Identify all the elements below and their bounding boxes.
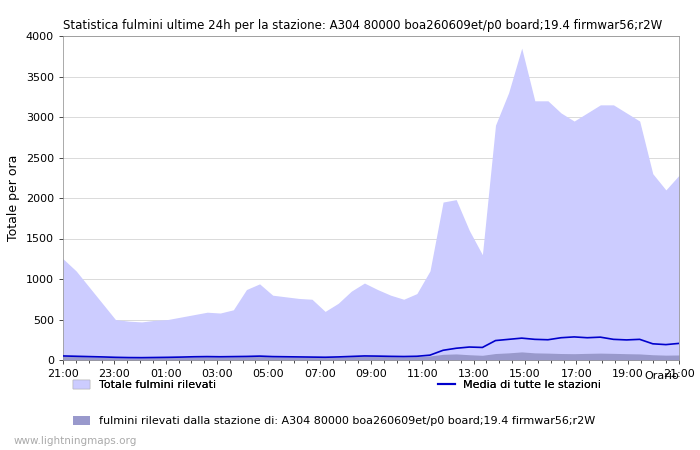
Y-axis label: Totale per ora: Totale per ora <box>7 155 20 241</box>
Text: Statistica fulmini ultime 24h per la stazione: A304 80000 boa260609et/p0 board;1: Statistica fulmini ultime 24h per la sta… <box>63 19 662 32</box>
Text: Orario: Orario <box>644 371 679 381</box>
Text: www.lightningmaps.org: www.lightningmaps.org <box>14 436 137 446</box>
Legend: fulmini rilevati dalla stazione di: A304 80000 boa260609et/p0 board;19.4 firmwar: fulmini rilevati dalla stazione di: A304… <box>69 412 599 431</box>
Legend: Totale fulmini rilevati, Media di tutte le stazioni: Totale fulmini rilevati, Media di tutte … <box>69 376 606 395</box>
